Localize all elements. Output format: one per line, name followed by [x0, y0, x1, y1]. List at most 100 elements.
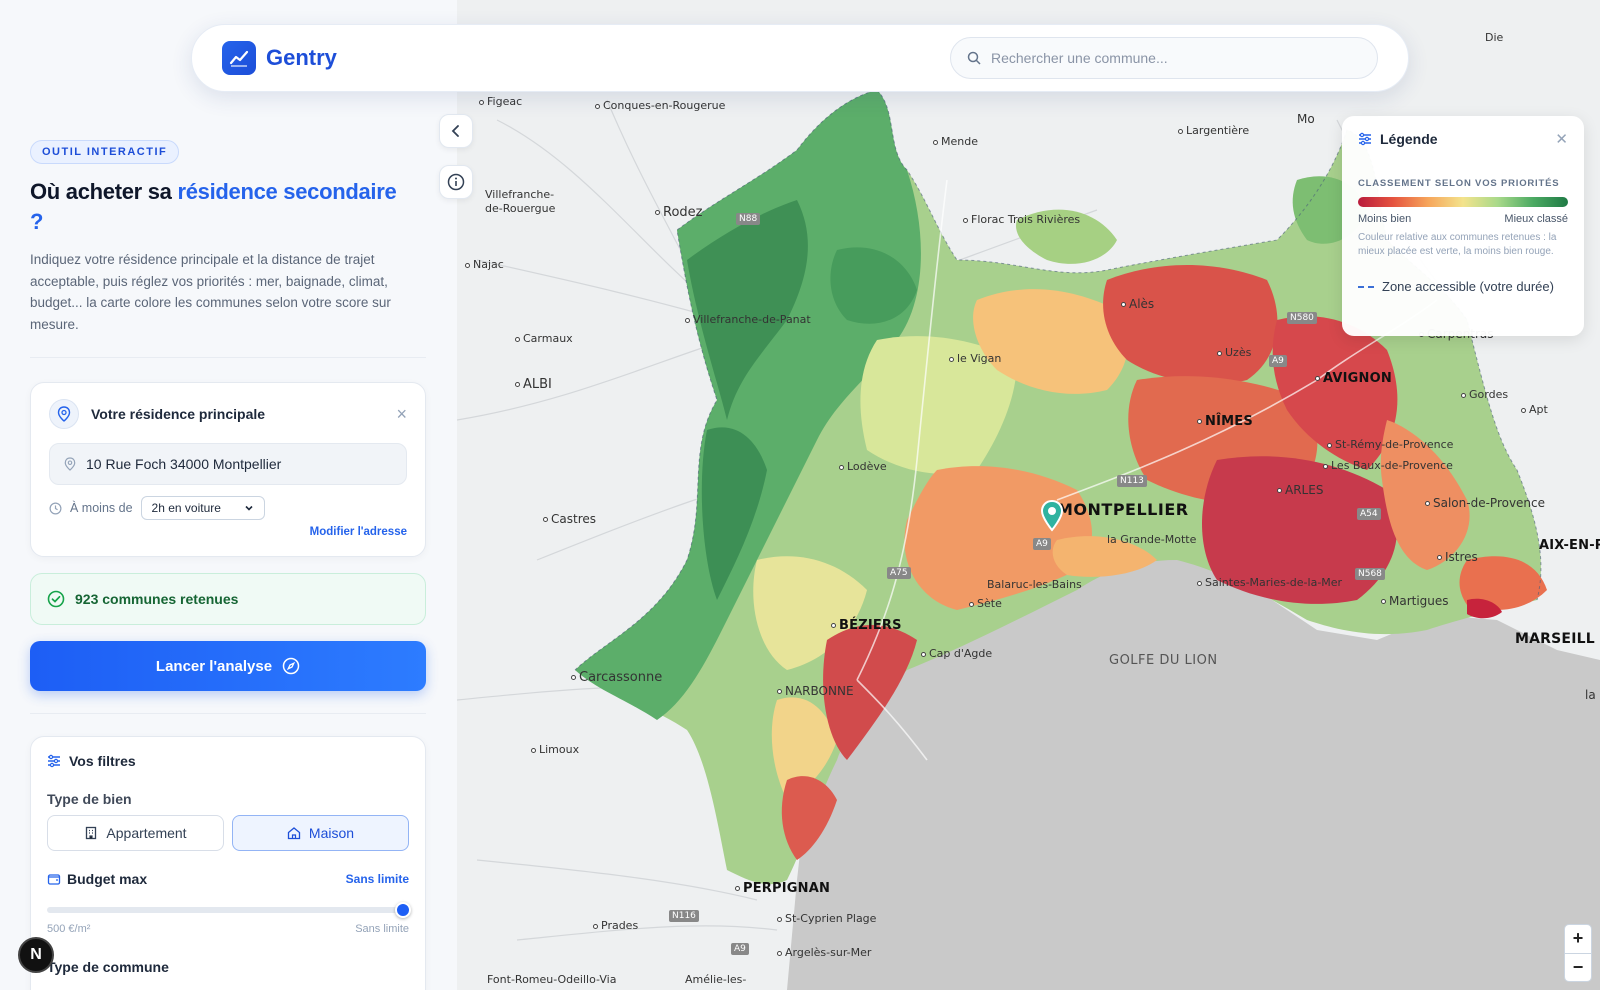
place-label: AVIGNON [1315, 371, 1392, 386]
budget-slider[interactable] [47, 902, 411, 918]
zoom-in-button[interactable]: + [1565, 925, 1591, 954]
legend-subtitle: CLASSEMENT SELON VOS PRIORITÉS [1358, 178, 1560, 189]
app-name[interactable]: Gentry [266, 45, 337, 70]
place-label: Rodez [655, 205, 702, 220]
search-box[interactable] [950, 37, 1378, 79]
modify-address-link[interactable]: Modifier l'adresse [309, 526, 407, 538]
road-shield: N568 [1355, 568, 1385, 580]
place-label: Castres [543, 512, 596, 526]
info-icon [447, 173, 465, 191]
slider-min-label: 500 €/m² [47, 923, 91, 935]
place-label: Prades [593, 919, 638, 932]
travel-time-label: À moins de [70, 501, 133, 515]
legend-low-label: Moins bien [1358, 213, 1412, 225]
divider [30, 357, 426, 358]
dev-badge[interactable]: N [18, 937, 54, 973]
place-label: Uzès [1217, 346, 1251, 359]
place-label: Villefranche-de-Panat [685, 313, 811, 326]
place-label: Cap d'Agde [921, 647, 992, 660]
collapse-sidebar-button[interactable] [439, 114, 473, 148]
place-label: Alès [1121, 297, 1154, 311]
place-label: BÉZIERS [831, 618, 902, 633]
place-label: Carmaux [515, 332, 573, 345]
info-button[interactable] [439, 165, 473, 199]
house-option-button[interactable]: Maison [232, 815, 409, 851]
apartment-option-button[interactable]: Appartement [47, 815, 224, 851]
filters-title: Vos filtres [69, 753, 136, 769]
place-label: la Grande-Motte [1107, 533, 1197, 546]
place-label: NARBONNE [777, 684, 854, 698]
sliders-icon [48, 754, 60, 768]
place-label: PERPIGNAN [735, 881, 830, 896]
wallet-icon [47, 874, 61, 885]
road-shield: N116 [669, 910, 699, 922]
legend-zone: Zone accessible (votre durée) [1358, 279, 1568, 294]
slider-max-label: Sans limite [355, 923, 409, 935]
place-label: Florac Trois Rivières [963, 213, 1080, 226]
top-bar: Gentry [191, 24, 1409, 92]
place-label: Argelès-sur-Mer [777, 946, 871, 959]
legend-title: Légende [1380, 131, 1438, 147]
place-label: Figeac [479, 95, 522, 108]
place-label: Mo [1297, 112, 1315, 126]
zoom-out-button[interactable]: − [1572, 956, 1584, 977]
travel-time-select[interactable]: 2h en voiture [140, 496, 265, 520]
chevron-left-icon [451, 125, 459, 137]
dashed-line-icon [1358, 285, 1374, 288]
place-label: MARSEILL [1515, 631, 1595, 647]
location-pin-icon [64, 457, 76, 471]
filters-card: Vos filtres Type de bien Appartement Mai… [30, 736, 426, 990]
building-icon [86, 826, 97, 840]
zoom-controls: + − [1564, 924, 1592, 982]
budget-label: Budget max [67, 871, 148, 887]
place-label: Die [1485, 31, 1504, 44]
place-label: St-Rémy-de-Provence [1327, 438, 1453, 451]
budget-slider-thumb[interactable] [395, 902, 411, 918]
budget-value: Sans limite [345, 872, 409, 886]
legend-high-label: Mieux classé [1504, 213, 1568, 225]
road-shield: N580 [1287, 312, 1317, 324]
place-label: AIX-EN-P [1539, 538, 1600, 553]
page-title: Où acheter sa résidence secondaire? [30, 179, 397, 234]
sea-label: GOLFE DU LION [1109, 653, 1218, 668]
place-label: MONTPELLIER [1057, 500, 1189, 519]
launch-analysis-button[interactable]: Lancer l'analyse [30, 641, 426, 691]
communes-count-text: 923 communes retenues [75, 591, 239, 607]
place-label: Villefranche-de-Rouergue [485, 188, 556, 215]
place-label: Amélie-les- [685, 973, 747, 986]
sliders-icon [1359, 132, 1371, 146]
logo-icon[interactable] [222, 41, 256, 75]
legend-close-icon[interactable]: ✕ [1555, 131, 1568, 148]
place-label: ARLES [1277, 483, 1323, 497]
compass-icon [282, 657, 300, 675]
search-input[interactable] [991, 50, 1351, 66]
residence-title: Votre résidence principale [91, 406, 266, 422]
place-label: Mende [933, 135, 978, 148]
place-label: Salon-de-Provence [1425, 496, 1545, 510]
place-label: Apt [1521, 403, 1548, 416]
location-pin-icon [49, 399, 79, 429]
place-label: Lodève [839, 460, 887, 473]
address-field[interactable]: 10 Rue Foch 34000 Montpellier [49, 443, 407, 485]
legend-zone-label: Zone accessible (votre durée) [1382, 279, 1554, 294]
legend-gradient-bar [1358, 197, 1568, 207]
place-label: Font-Romeu-Odeillo-Via [487, 973, 617, 986]
page-description: Indiquez votre résidence principale et l… [30, 252, 391, 332]
search-icon [967, 51, 981, 65]
residence-marker-icon[interactable] [1040, 500, 1064, 532]
road-shield: A54 [1357, 508, 1381, 520]
place-label: Martigues [1381, 594, 1449, 608]
legend-note: Couleur relative aux communes retenues :… [1358, 232, 1557, 257]
road-shield: A75 [887, 567, 911, 579]
road-shield: A9 [731, 943, 749, 955]
clock-icon [49, 502, 62, 514]
chevron-down-icon [244, 505, 253, 511]
divider [30, 713, 426, 714]
road-shield: A9 [1269, 355, 1287, 367]
home-icon [287, 827, 301, 840]
map-legend: Légende ✕ CLASSEMENT SELON VOS PRIORITÉS… [1342, 116, 1584, 336]
place-label: Conques-en-Rougerue [595, 99, 725, 112]
clear-residence-button[interactable]: × [396, 403, 407, 424]
residence-card: Votre résidence principale × 10 Rue Foch… [30, 382, 426, 557]
